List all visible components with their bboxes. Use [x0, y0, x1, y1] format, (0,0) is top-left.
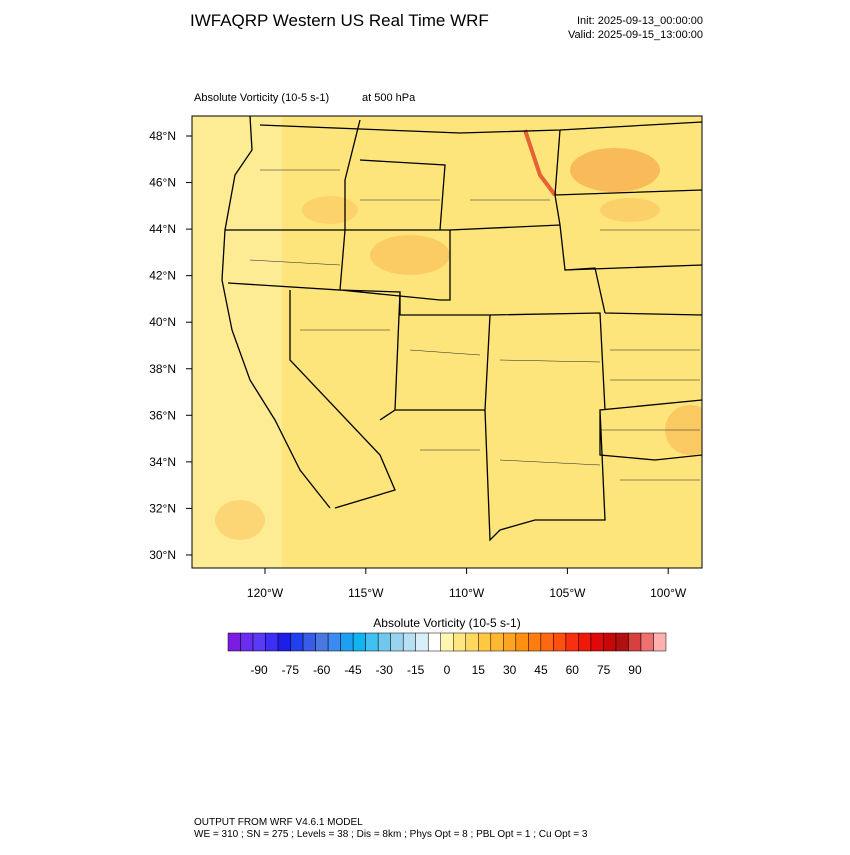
lon-label: 115°W [348, 586, 384, 600]
coastline-border [221, 116, 702, 509]
colorbar-box [390, 632, 404, 652]
lon-label: 110°W [449, 586, 485, 600]
field-region [600, 198, 660, 222]
lat-labels: 48°N 46°N 44°N 42°N 40°N 38°N 36°N 34°N 32°N 30°N [149, 129, 192, 562]
colorbar-box [615, 632, 629, 652]
lat-label: 36°N [149, 408, 176, 422]
colorbar-box [565, 632, 579, 652]
footer-line: OUTPUT FROM WRF V4.6.1 MODEL [194, 817, 363, 828]
state-borders [225, 119, 702, 542]
colorbar-label: 45 [534, 663, 548, 677]
colorbar-box [640, 632, 654, 652]
field-region [370, 235, 450, 275]
colorbar-box [277, 632, 291, 652]
lat-label: 42°N [149, 269, 176, 283]
colorbar-box [528, 632, 542, 652]
colorbar-label: 60 [566, 663, 580, 677]
colorbar-label: 75 [597, 663, 611, 677]
colorbar-label: 90 [628, 663, 642, 677]
colorbar-label: 30 [503, 663, 517, 677]
colorbar-box [265, 632, 279, 652]
colorbar-label: -15 [407, 663, 425, 677]
field-region [570, 148, 660, 192]
colorbar-box [227, 632, 241, 652]
colorbar-box [453, 632, 467, 652]
colorbar-box [315, 632, 329, 652]
lat-label: 34°N [149, 455, 176, 469]
field-region [302, 196, 358, 224]
colorbar-box [653, 632, 667, 652]
level-label: at 500 hPa [362, 92, 416, 104]
colorbar-box [590, 632, 604, 652]
colorbar-box [377, 632, 391, 652]
colorbar-box [402, 632, 416, 652]
lon-labels: 120°W 115°W 110°W 105°W 100°W [247, 568, 687, 600]
lat-label: 30°N [149, 548, 176, 562]
lat-label: 38°N [149, 362, 176, 376]
lon-label: 120°W [247, 586, 284, 600]
colorbar-label: 0 [444, 663, 451, 677]
colorbar-box [515, 632, 529, 652]
lon-label: 100°W [650, 586, 687, 600]
lon-label: 105°W [549, 586, 586, 600]
colorbar-box [578, 632, 592, 652]
colorbar-label: 15 [472, 663, 486, 677]
init-time: Init: 2025-09-13_00:00:00 [577, 15, 703, 27]
colorbar-box [440, 632, 454, 652]
title: IWFAQRP Western US Real Time WRF [190, 11, 489, 30]
colorbar-box [352, 632, 366, 652]
footer-line: WE = 310 ; SN = 275 ; Levels = 38 ; Dis … [194, 829, 588, 840]
colorbar-box [302, 632, 316, 652]
colorbar-box [415, 632, 429, 652]
colorbar-box [327, 632, 341, 652]
colorbar-box [427, 632, 441, 652]
colorbar-label: -30 [376, 663, 394, 677]
lat-label: 44°N [149, 222, 176, 236]
field-label: Absolute Vorticity (10-5 s-1) [194, 92, 329, 104]
colorbar-box [540, 632, 554, 652]
colorbar-box [240, 632, 254, 652]
county-lines [249, 169, 700, 481]
lat-label: 48°N [149, 129, 176, 143]
colorbar-label: -60 [313, 663, 331, 677]
colorbar-box [465, 632, 479, 652]
colorbar-title: Absolute Vorticity (10-5 s-1) [373, 616, 520, 630]
lat-label: 46°N [149, 176, 176, 190]
colorbar-box [490, 632, 504, 652]
map-frame [191, 115, 703, 569]
colorbar-label: -75 [282, 663, 300, 677]
colorbar-box [340, 632, 354, 652]
valid-time: Valid: 2025-09-15_13:00:00 [568, 29, 703, 41]
colorbar-box [503, 632, 517, 652]
lat-label: 40°N [149, 315, 176, 329]
field-region [215, 500, 265, 540]
colorbar-box [553, 632, 567, 652]
colorbar-box [290, 632, 304, 652]
lat-label: 32°N [149, 501, 176, 515]
colorbar-box [478, 632, 492, 652]
colorbar-label: -90 [250, 663, 268, 677]
colorbar-box [628, 632, 642, 652]
map [191, 115, 703, 569]
colorbar-box [365, 632, 379, 652]
colorbar: -90 -75 -60 -45 -30 -15 0 15 30 45 60 75 90 [227, 632, 667, 677]
field-region [523, 129, 557, 197]
colorbar-box [603, 632, 617, 652]
colorbar-label: -45 [344, 663, 362, 677]
colorbar-box [252, 632, 266, 652]
